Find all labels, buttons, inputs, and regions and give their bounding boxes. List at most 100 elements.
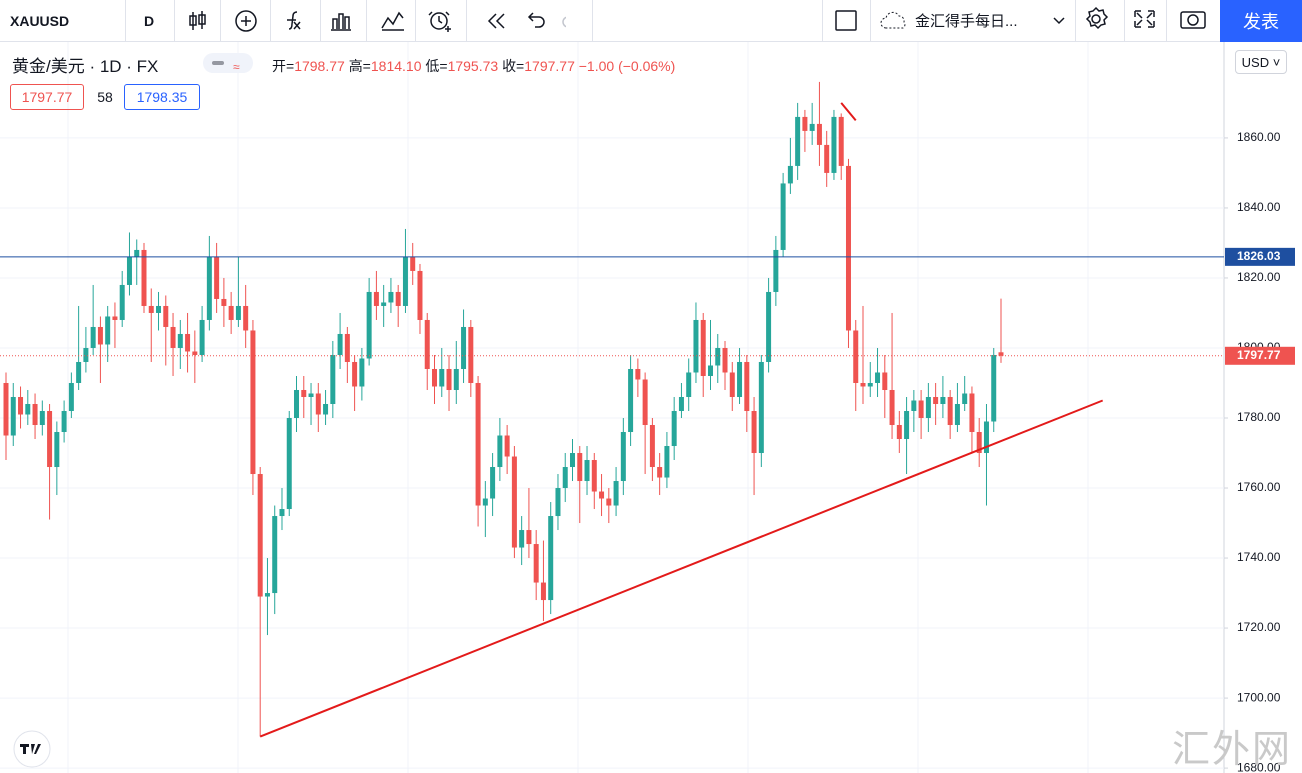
candle-body — [366, 291, 372, 359]
y-tick-label: 1840.00 — [1237, 200, 1281, 214]
candle-body — [315, 393, 321, 415]
candle-body — [678, 396, 684, 412]
candle-body — [453, 368, 459, 390]
candle-body — [954, 403, 960, 426]
candle-body — [402, 256, 408, 306]
candle-body — [68, 382, 74, 412]
candle-body — [787, 165, 793, 184]
candle-body — [983, 421, 989, 454]
ask-box[interactable]: 1798.35 — [124, 84, 200, 110]
toolbar-right-icons[interactable] — [1082, 5, 1212, 35]
low-label: 低= — [425, 58, 448, 74]
candle-body — [780, 183, 786, 250]
candle-body — [424, 319, 430, 369]
candle-body — [896, 425, 902, 440]
candle-body — [18, 396, 24, 415]
candle-body — [519, 530, 525, 548]
candle-body — [490, 467, 496, 499]
close-label: 收= — [502, 58, 525, 74]
candle-body — [199, 319, 205, 355]
candle-body — [838, 116, 844, 166]
change-value: −1.00 (−0.06%) — [578, 58, 676, 74]
trend-line — [259, 399, 1104, 738]
candle-body — [533, 544, 539, 583]
candle-body — [620, 432, 626, 482]
candle-body — [853, 330, 859, 383]
fullscreen-box[interactable] — [834, 8, 860, 34]
candle-body — [39, 411, 45, 426]
toolbar-icons[interactable] — [186, 8, 566, 34]
candle-body — [32, 403, 38, 426]
layout-name[interactable]: 金汇得手每日... — [915, 13, 1018, 30]
low-value: 1795.73 — [447, 58, 499, 74]
tv-logo — [13, 730, 51, 768]
symbol[interactable]: XAUUSD — [10, 12, 70, 29]
candle-body — [250, 330, 256, 475]
candle-body — [192, 351, 198, 355]
candle-body — [860, 382, 866, 387]
candle-body — [206, 256, 212, 320]
candle-body — [511, 456, 517, 548]
candle-body — [707, 365, 713, 376]
open-label: 开= — [272, 58, 295, 74]
candle-body — [410, 256, 416, 271]
publish-button[interactable]: 发表 — [1220, 0, 1302, 42]
candle-body — [577, 453, 583, 482]
candle-body — [751, 411, 757, 454]
candle-body — [163, 305, 169, 327]
candle-body — [540, 582, 546, 601]
candle-body — [126, 256, 132, 285]
candle-body — [940, 396, 946, 404]
candle-body — [613, 481, 619, 506]
candle-body — [889, 389, 895, 426]
y-tick-label: 1740.00 — [1237, 550, 1281, 564]
candle-body — [845, 165, 851, 331]
candle-body — [97, 326, 103, 345]
candle-body — [700, 319, 706, 376]
candle-body — [47, 411, 53, 468]
candle-body — [671, 411, 677, 447]
currency: USD — [1241, 54, 1270, 70]
candle-body — [831, 116, 837, 173]
candle-body — [134, 249, 140, 257]
candle-body — [795, 116, 801, 166]
candle-body — [395, 291, 401, 306]
candle-body — [816, 123, 822, 145]
candle-body — [569, 453, 575, 468]
candle-body — [61, 411, 67, 433]
dropdown-arrow[interactable] — [1052, 14, 1066, 28]
y-tick-label: 1720.00 — [1237, 620, 1281, 634]
candle-body — [323, 403, 329, 415]
candle-body — [221, 298, 227, 306]
candle-body — [548, 516, 554, 601]
candle-body — [635, 368, 641, 380]
candle-body — [962, 393, 968, 404]
y-tick-label: 1780.00 — [1237, 410, 1281, 424]
candle-body — [330, 354, 336, 404]
candle-body — [235, 305, 241, 320]
symbol-title: 黄金/美元 · 1D · FX — [12, 57, 159, 76]
interval[interactable]: D — [144, 12, 155, 29]
hline-label: 1826.03 — [1237, 249, 1281, 263]
currency-select[interactable]: USD ˅ — [1235, 50, 1287, 74]
candle-body — [373, 291, 379, 306]
candle-body — [555, 488, 561, 517]
candle-body — [933, 396, 939, 404]
candle-body — [562, 467, 568, 489]
candle-body — [90, 326, 96, 348]
svg-text:≈: ≈ — [233, 60, 240, 73]
candle-body — [802, 116, 808, 131]
candle-body — [432, 368, 438, 387]
candle-body — [279, 509, 285, 517]
candle-body — [417, 270, 423, 320]
candle-body — [119, 284, 125, 320]
candle-body — [729, 372, 735, 397]
toggle-pill[interactable]: ≈ — [203, 53, 253, 74]
candle-body — [475, 382, 481, 506]
candle-body — [809, 123, 815, 131]
bid-box[interactable]: 1797.77 — [10, 84, 84, 110]
hline-label-bg — [1225, 247, 1295, 266]
candle-body — [628, 368, 634, 433]
candle-body — [584, 460, 590, 482]
